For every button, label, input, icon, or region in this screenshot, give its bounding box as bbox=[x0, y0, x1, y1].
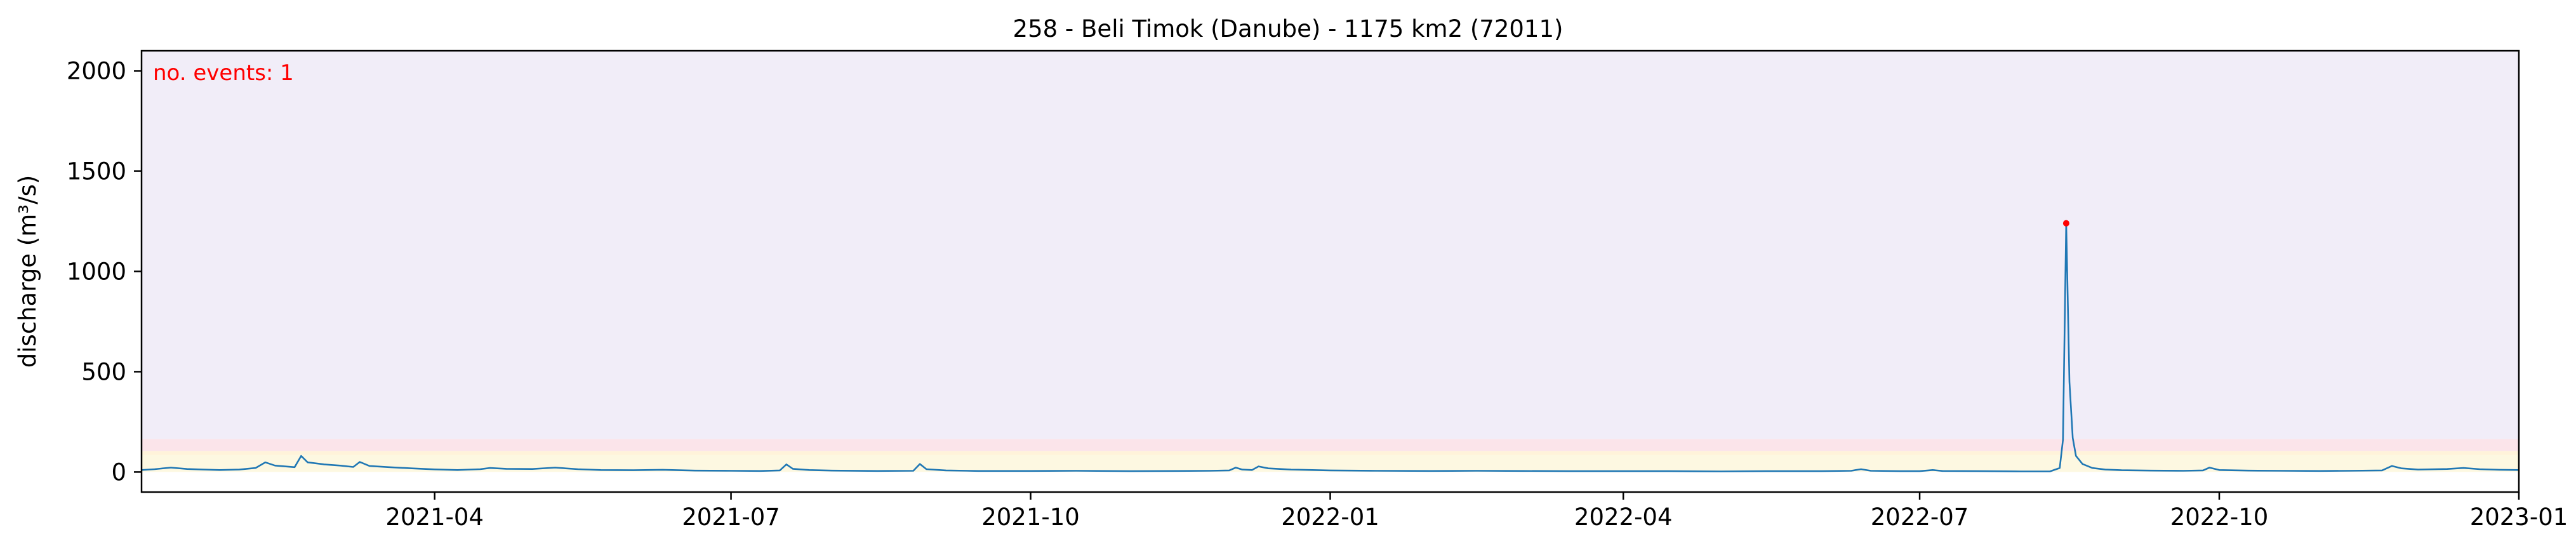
discharge-line-0 bbox=[141, 222, 2520, 472]
x-tick-label-0: 2021-04 bbox=[385, 503, 484, 531]
below-zero-area bbox=[142, 472, 2519, 492]
x-tick-label-2: 2021-10 bbox=[981, 503, 1080, 531]
event-markers bbox=[2062, 220, 2069, 227]
event-marker-0 bbox=[2062, 220, 2069, 227]
x-tick-label-6: 2022-10 bbox=[2170, 503, 2269, 531]
chart-title: 258 - Beli Timok (Danube) - 1175 km2 (72… bbox=[1013, 15, 1564, 43]
x-tick-label-3: 2022-01 bbox=[1281, 503, 1379, 531]
threshold-band-0 bbox=[142, 455, 2519, 472]
x-tick-label-7: 2023-01 bbox=[2470, 503, 2568, 531]
x-tick-label-4: 2022-04 bbox=[1574, 503, 1673, 531]
x-axis: 2021-04 2021-07 2021-10 2022-01 2022-04 2022-… bbox=[385, 492, 2568, 531]
series-layer bbox=[141, 222, 2520, 472]
y-tick-label-3: 1500 bbox=[67, 158, 126, 185]
y-tick-label-0: 0 bbox=[111, 458, 126, 486]
threshold-bands bbox=[142, 51, 2519, 492]
y-tick-label-2: 1000 bbox=[67, 258, 126, 286]
events-annotation: no. events: 1 bbox=[153, 60, 294, 86]
threshold-band-2 bbox=[142, 439, 2519, 451]
x-tick-label-5: 2022-07 bbox=[1871, 503, 1969, 531]
y-axis-label: discharge (m³/s) bbox=[14, 175, 41, 368]
y-tick-label-1: 500 bbox=[81, 358, 126, 385]
threshold-band-3 bbox=[142, 51, 2519, 439]
threshold-band-1 bbox=[142, 451, 2519, 455]
x-tick-label-1: 2021-07 bbox=[682, 503, 780, 531]
y-tick-label-4: 2000 bbox=[67, 58, 126, 85]
y-axis: 0 500 1000 1500 2000 bbox=[67, 58, 142, 486]
